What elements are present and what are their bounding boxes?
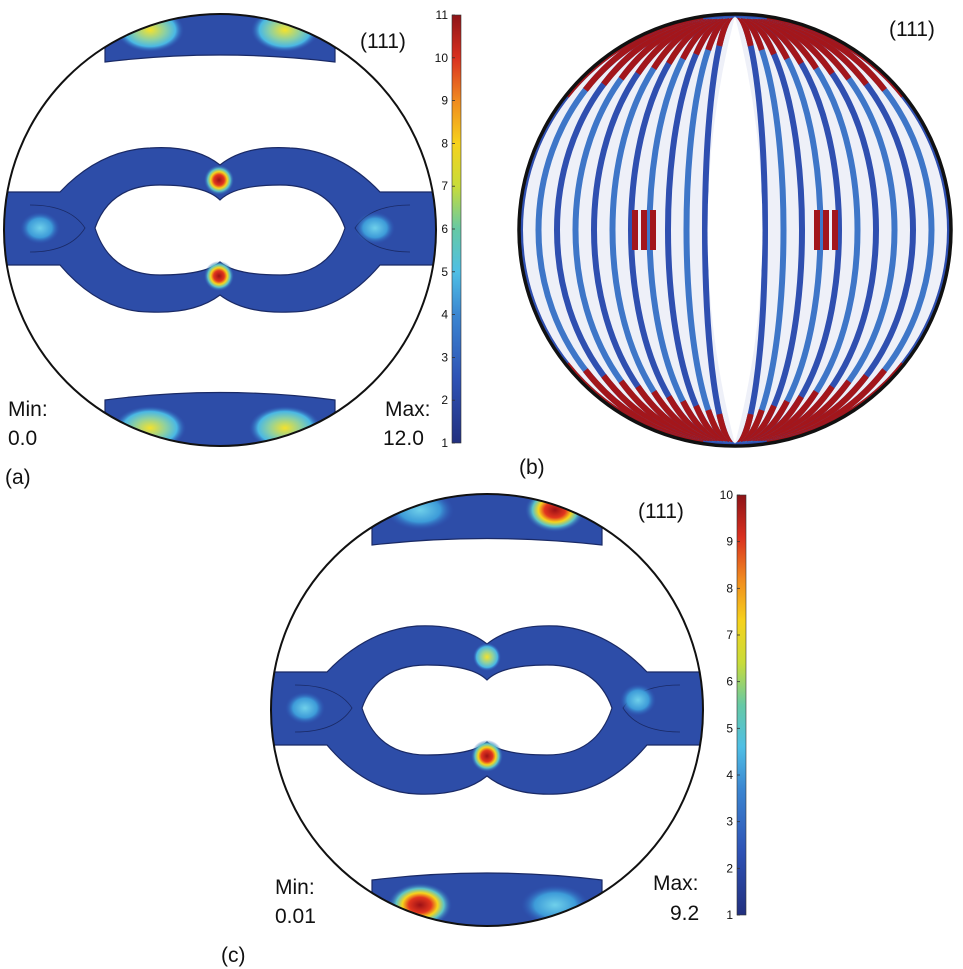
min-label-a: Min: xyxy=(8,398,48,421)
min-value-c: 0.01 xyxy=(275,905,316,928)
colorbar-tick-label: 1 xyxy=(441,436,448,450)
pole-figure-a: (111) Min: 0.0 Max: 12.0 (a) xyxy=(3,13,437,489)
outline-c xyxy=(270,493,704,927)
caption-a: (a) xyxy=(5,466,31,489)
equator-peak xyxy=(641,210,647,250)
colorbar-tick-label: 9 xyxy=(441,94,448,108)
max-value-a: 12.0 xyxy=(383,427,424,450)
colorbar-tick-label: 3 xyxy=(726,815,733,829)
pole-figure-b: (111) (b) xyxy=(517,12,953,479)
max-value-c: 9.2 xyxy=(670,902,699,925)
max-label-a: Max: xyxy=(385,398,431,421)
colorbar-tick-label: 4 xyxy=(726,768,733,782)
colorbar-tick-label: 11 xyxy=(436,8,449,22)
colorbar-tick-label: 7 xyxy=(441,179,448,193)
colorbar-tick-label: 4 xyxy=(441,308,448,322)
colorbar-tick-label: 6 xyxy=(726,675,733,689)
caption-c: (c) xyxy=(221,944,246,967)
unmeasured-lens-b xyxy=(707,16,763,444)
equator-peak xyxy=(832,210,838,250)
min-value-a: 0.0 xyxy=(8,427,37,450)
colorbar-a: 1 2 3 4 5 6 7 8 9 10 11 xyxy=(435,8,462,450)
equator-peak xyxy=(632,210,638,250)
equator-peak xyxy=(650,210,656,250)
contour-field-c xyxy=(271,494,703,926)
colorbar-tick-label: 8 xyxy=(726,581,733,595)
colorbar-tick-label: 9 xyxy=(726,535,733,549)
colorbar-tick-label: 5 xyxy=(441,265,448,279)
pole-figure-c: (111) Min: 0.01 Max: 9.2 (c) xyxy=(221,493,704,967)
colorbar-c-gradient xyxy=(736,494,747,916)
intensity-arcs-b xyxy=(519,14,951,446)
projection-circle-c xyxy=(271,494,703,926)
colorbar-tick-label: 10 xyxy=(720,488,734,502)
plane-label-a: (111) xyxy=(360,30,406,53)
equator-peak xyxy=(814,210,820,250)
colorbar-tick-label: 5 xyxy=(726,721,733,735)
colorbar-tick-label: 10 xyxy=(435,51,449,65)
min-label-c: Min: xyxy=(275,876,315,899)
colorbar-tick-label: 7 xyxy=(726,628,733,642)
colorbar-tick-label: 8 xyxy=(441,136,448,150)
colorbar-tick-label: 2 xyxy=(441,393,448,407)
equator-peak xyxy=(823,210,829,250)
outline-b xyxy=(517,12,953,448)
colorbar-c: 1 2 3 4 5 6 7 8 9 10 xyxy=(720,488,747,922)
plane-label-b: (111) xyxy=(889,18,935,41)
plane-label-c: (111) xyxy=(638,500,684,523)
caption-b: (b) xyxy=(519,456,545,479)
max-label-c: Max: xyxy=(653,872,699,895)
colorbar-tick-label: 6 xyxy=(441,222,448,236)
colorbar-tick-label: 2 xyxy=(726,861,733,875)
outline-a xyxy=(3,13,437,447)
colorbar-tick-label: 3 xyxy=(441,350,448,364)
colorbar-tick-label: 1 xyxy=(726,908,733,922)
projection-circle-a xyxy=(4,14,436,446)
